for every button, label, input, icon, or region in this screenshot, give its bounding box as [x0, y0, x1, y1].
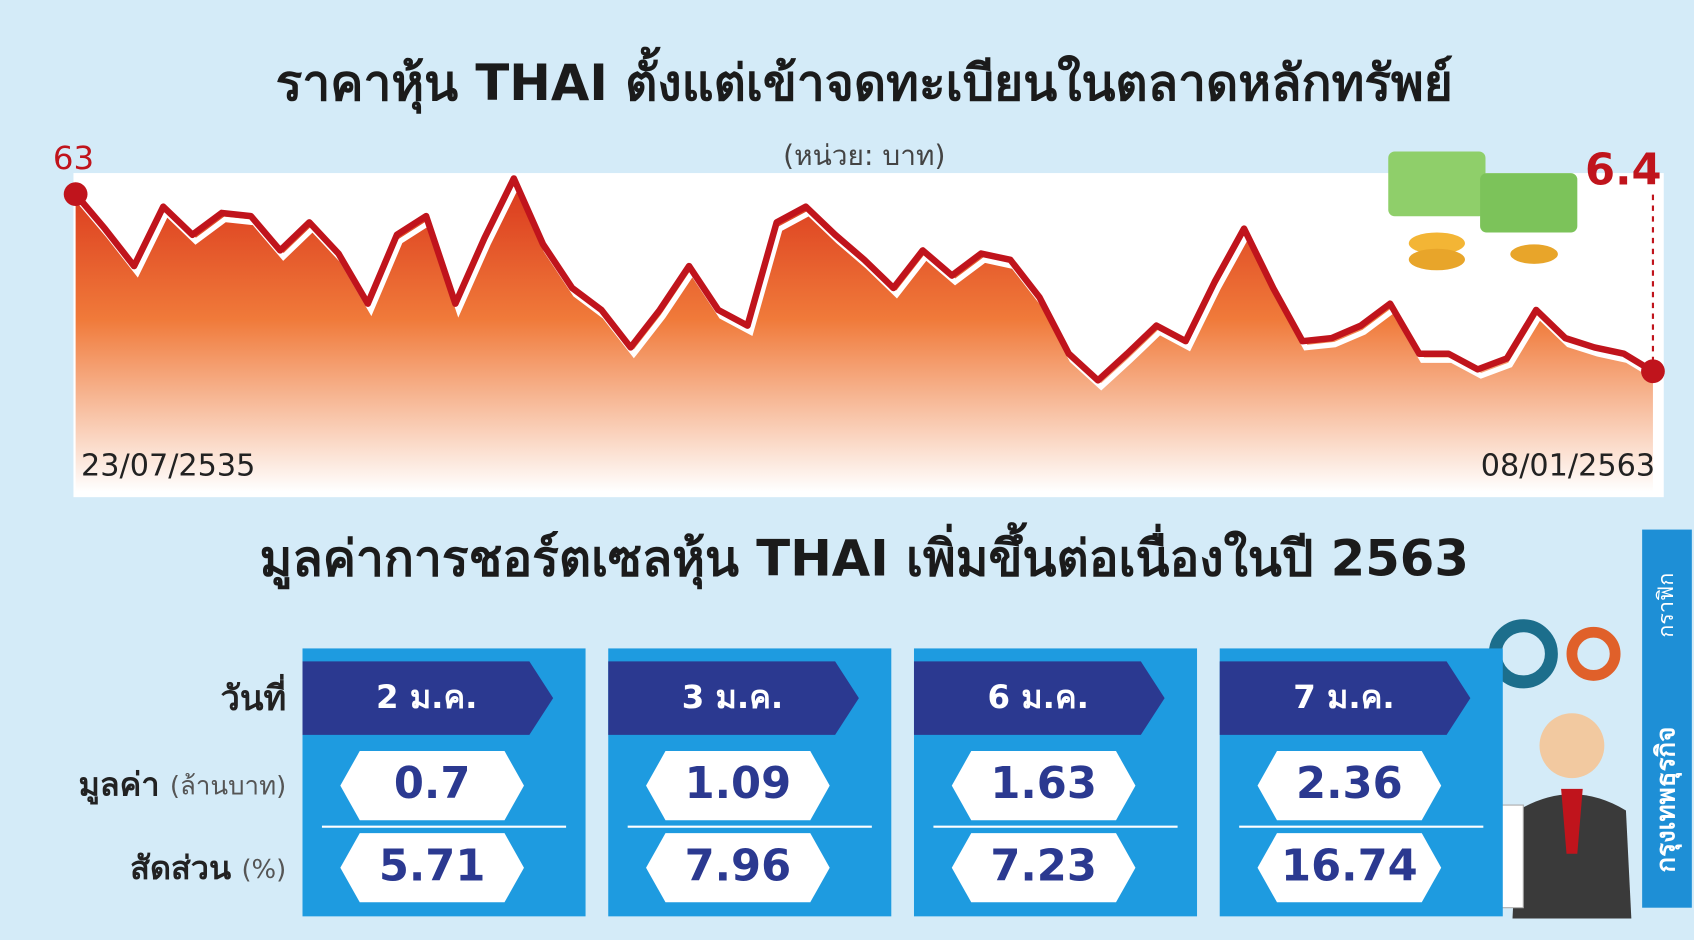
date-label: 6 ม.ค. [987, 678, 1089, 716]
date-label: 2 ม.ค. [376, 678, 478, 716]
page: ราคาหุ้น THAI ตั้งแต่เข้าจดทะเบียนในตลาด… [0, 0, 1694, 936]
value-label: 63 [53, 139, 94, 177]
table-title: มูลค่าการชอร์ตเซลหุ้น THAI เพิ่มขึ้นต่อเ… [260, 521, 1469, 589]
credit: กราฟิก [1654, 573, 1679, 638]
row-label: สัดส่วน (%) [130, 849, 286, 887]
date-label: 3 ม.ค. [682, 678, 784, 716]
value-label: 6.4 [1585, 146, 1662, 196]
x-tick-label: 23/07/2535 [81, 448, 255, 483]
share-text: 7.96 [685, 841, 792, 891]
share-text: 7.23 [990, 841, 1097, 891]
chart-subtitle: (หน่วย: บาท) [783, 139, 945, 172]
share-text: 5.71 [379, 841, 486, 891]
row-label: มูลค่า (ล้านบาท) [78, 766, 286, 806]
row-label-unit: (%) [241, 854, 286, 884]
credit: กรุงเทพธุรกิจ [1651, 727, 1682, 873]
row-label: วันที่ [220, 673, 286, 719]
value-text: 1.09 [685, 759, 792, 809]
value-text: 2.36 [1296, 759, 1403, 809]
row-label-text: มูลค่า [78, 766, 159, 806]
row-label-text: สัดส่วน [130, 849, 231, 887]
share-text: 16.74 [1281, 841, 1418, 891]
chart-title: ราคาหุ้น THAI ตั้งแต่เข้าจดทะเบียนในตลาด… [276, 46, 1453, 114]
value-text: 1.63 [990, 759, 1097, 809]
point [1641, 359, 1665, 383]
point [64, 182, 88, 206]
x-tick-label: 08/01/2563 [1481, 448, 1655, 483]
date-label: 7 ม.ค. [1293, 678, 1395, 716]
row-label-unit: (ล้านบาท) [170, 771, 286, 801]
value-text: 0.7 [394, 759, 471, 809]
infographic: ราคาหุ้น THAI ตั้งแต่เข้าจดทะเบียนในตลาด… [0, 0, 1694, 936]
